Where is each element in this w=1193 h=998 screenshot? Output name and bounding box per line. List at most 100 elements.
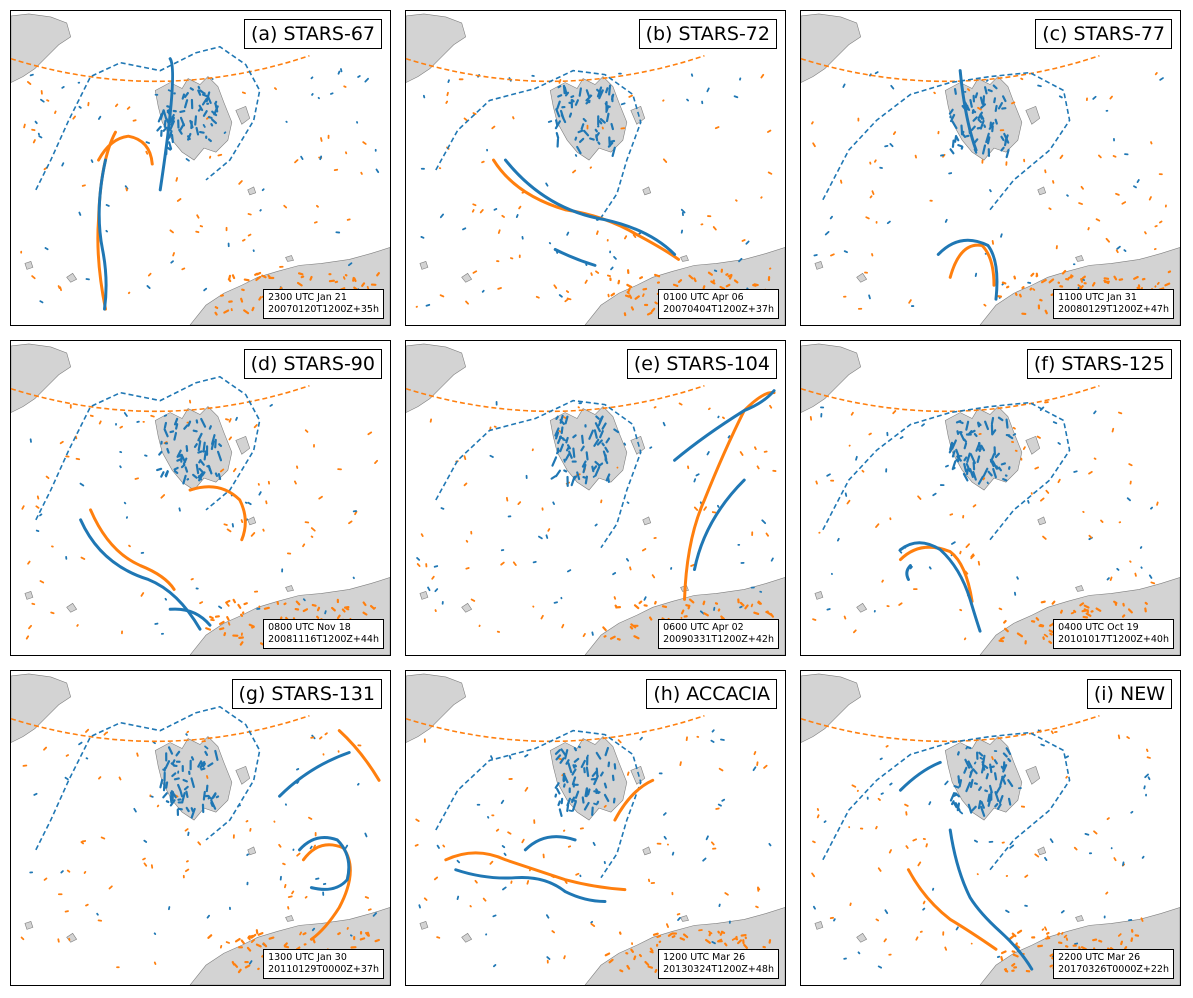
panel-title: (e) STARS-104	[626, 349, 777, 379]
map-panel-i: (i) NEW 2200 UTC Mar 26 20170326T0000Z+22…	[800, 670, 1181, 986]
front-fragment-orange	[320, 137, 323, 142]
front-fragment-blue	[889, 142, 894, 148]
front-fragment-orange	[564, 298, 569, 303]
front-fragment-blue	[713, 269, 718, 272]
front-fragment-blue	[568, 809, 573, 812]
front-fragment-orange	[28, 624, 33, 630]
front-fragment-orange	[1003, 619, 1007, 624]
front-fragment-blue	[948, 108, 954, 115]
front-fragment-blue	[167, 89, 172, 92]
front-fragment-blue	[1084, 832, 1090, 836]
front-fragment-orange	[1159, 220, 1163, 224]
front-fragment-blue	[950, 800, 955, 806]
front-fragment-orange	[619, 969, 624, 973]
front-fragment-blue	[626, 501, 630, 504]
front-line-blue	[948, 828, 1034, 971]
front-fragment-blue	[574, 99, 579, 106]
front-fragment-orange	[703, 506, 707, 511]
front-fragment-orange	[671, 935, 676, 939]
front-fragment-orange	[337, 932, 341, 936]
front-fragment-blue	[199, 89, 206, 95]
front-fragment-blue	[979, 119, 985, 130]
island-landmass	[461, 602, 473, 613]
front-fragment-orange	[565, 290, 570, 294]
front-fragment-orange	[316, 615, 320, 619]
front-fragment-blue	[189, 119, 194, 129]
front-line-orange	[948, 243, 996, 287]
front-fragment-orange	[132, 119, 137, 122]
front-fragment-orange	[1113, 275, 1118, 281]
front-fragment-orange	[1105, 891, 1109, 895]
front-fragment-orange	[1117, 933, 1122, 937]
front-fragment-blue	[169, 795, 173, 804]
front-fragment-blue	[434, 588, 439, 593]
front-line-blue	[158, 57, 175, 192]
front-fragment-blue	[170, 790, 177, 799]
forecast-timestamp: 1200 UTC Mar 26 20130324T1200Z+48h	[658, 949, 779, 979]
front-fragment-blue	[1139, 546, 1143, 549]
front-fragment-blue	[211, 118, 218, 125]
front-fragment-blue	[967, 760, 973, 769]
front-fragment-blue	[133, 807, 137, 813]
front-fragment-orange	[1034, 853, 1040, 858]
front-fragment-orange	[336, 614, 341, 620]
front-fragment-blue	[202, 441, 206, 453]
front-fragment-orange	[616, 637, 621, 641]
front-fragment-blue	[311, 927, 316, 932]
front-fragment-blue	[1130, 810, 1134, 814]
front-fragment-orange	[590, 272, 593, 276]
front-fragment-blue	[994, 803, 999, 808]
front-fragment-blue	[176, 449, 182, 458]
front-fragment-blue	[1093, 410, 1097, 415]
front-fragment-orange	[915, 936, 919, 941]
front-fragment-orange	[248, 623, 255, 628]
front-fragment-orange	[237, 968, 242, 974]
front-fragment-blue	[576, 145, 582, 155]
front-fragment-orange	[316, 606, 321, 612]
front-fragment-blue	[200, 460, 205, 466]
front-fragment-orange	[127, 291, 131, 295]
front-fragment-orange	[755, 905, 759, 909]
map-canvas	[11, 673, 390, 985]
front-fragment-blue	[952, 793, 958, 798]
front-fragment-orange	[718, 767, 724, 772]
front-fragment-orange	[259, 642, 265, 646]
front-fragment-blue	[826, 608, 831, 611]
front-fragment-orange	[624, 294, 630, 298]
front-fragment-orange	[35, 505, 40, 509]
front-fragment-blue	[957, 775, 961, 784]
front-fragment-orange	[225, 599, 231, 604]
front-fragment-blue	[208, 796, 213, 800]
front-fragment-blue	[580, 759, 586, 769]
front-fragment-blue	[951, 120, 958, 130]
front-fragment-blue	[170, 116, 175, 126]
front-fragment-orange	[877, 867, 882, 872]
front-fragment-blue	[639, 736, 643, 741]
front-fragment-orange	[875, 918, 880, 922]
front-fragment-orange	[278, 843, 282, 848]
front-fragment-blue	[207, 138, 212, 143]
front-fragment-blue	[597, 415, 604, 427]
front-fragment-orange	[136, 752, 139, 757]
front-fragment-blue	[164, 597, 168, 601]
front-fragment-orange	[43, 746, 48, 751]
island-landmass	[814, 921, 824, 930]
front-fragment-orange	[1087, 227, 1090, 231]
front-fragment-orange	[360, 171, 363, 175]
front-fragment-orange	[558, 79, 562, 84]
front-fragment-blue	[1000, 135, 1005, 142]
front-fragment-orange	[760, 73, 765, 79]
front-fragment-blue	[991, 460, 998, 470]
front-fragment-orange	[1011, 932, 1017, 938]
front-fragment-blue	[302, 598, 306, 602]
front-fragment-orange	[309, 275, 313, 281]
front-fragment-orange	[250, 532, 256, 537]
front-fragment-orange	[977, 560, 981, 566]
front-fragment-orange	[1113, 857, 1117, 862]
front-fragment-orange	[630, 948, 634, 953]
front-fragment-orange	[160, 494, 166, 499]
greenland-landmass	[406, 343, 467, 413]
front-fragment-orange	[1093, 830, 1098, 835]
front-fragment-orange	[1059, 609, 1063, 614]
front-fragment-orange	[497, 229, 501, 234]
